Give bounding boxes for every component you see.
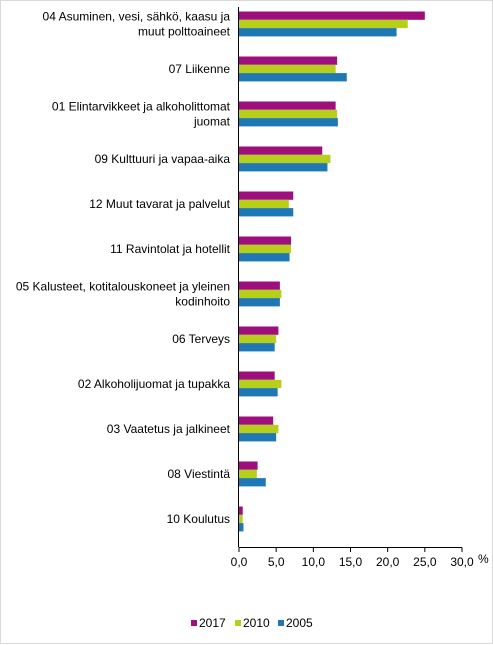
legend-swatch-2010: [235, 620, 241, 626]
bar-2017-11: [239, 461, 258, 470]
category-label-line: 07 Liikenne: [169, 62, 231, 76]
category-label-line: juomat: [193, 114, 231, 128]
bar-2005-12: [239, 523, 244, 532]
x-tick-label: 0,0: [231, 555, 248, 569]
legend-label-2005: 2005: [286, 616, 313, 630]
bar-2017-9: [239, 371, 275, 380]
bar-2005-8: [239, 343, 275, 352]
category-label-line: 10 Koulutus: [167, 512, 230, 526]
legend-label-2017: 2017: [199, 616, 226, 630]
category-label: 12 Muut tavarat ja palvelut: [89, 197, 230, 211]
bar-2005-3: [239, 118, 338, 127]
bar-2005-10: [239, 433, 277, 442]
bar-2005-7: [239, 298, 280, 307]
x-axis-unit: %: [478, 552, 489, 566]
category-label: 03 Vaatetus ja jalkineet: [107, 422, 231, 436]
bar-2005-4: [239, 163, 328, 172]
category-label-line: 06 Terveys: [172, 332, 230, 346]
category-label-line: 05 Kalusteet, kotitalouskoneet ja yleine…: [16, 279, 230, 293]
legend-label-2010: 2010: [243, 616, 270, 630]
category-label: 09 Kulttuuri ja vapaa-aika: [95, 152, 231, 166]
x-tick-label: 20,0: [376, 555, 400, 569]
bar-2010-6: [239, 244, 292, 254]
bar-2017-6: [239, 236, 292, 245]
bar-2017-2: [239, 56, 338, 65]
category-label: 11 Ravintolat ja hotellit: [110, 242, 231, 256]
category-label-line: 11 Ravintolat ja hotellit: [110, 242, 231, 256]
category-label-line: 03 Vaatetus ja jalkineet: [107, 422, 231, 436]
bar-2010-3: [239, 109, 338, 119]
x-tick-label: 5,0: [268, 555, 285, 569]
bar-2010-10: [239, 424, 279, 434]
category-label-line: 09 Kulttuuri ja vapaa-aika: [95, 152, 231, 166]
category-label: 01 Elintarvikkeet ja alkoholittomat juoma…: [52, 99, 231, 128]
category-label-line: muut polttoaineet: [138, 24, 231, 38]
bar-2005-9: [239, 388, 278, 397]
category-label-line: 01 Elintarvikkeet ja alkoholittomat: [52, 99, 231, 113]
bar-2017-10: [239, 416, 274, 425]
category-labels: 04 Asuminen, vesi, sähkö, kaasu ja muut p…: [16, 9, 231, 526]
bar-2017-1: [239, 11, 425, 20]
bar-2017-7: [239, 281, 280, 290]
category-label: 10 Koulutus: [167, 512, 230, 526]
legend-swatch-2017: [191, 620, 197, 626]
bar-2010-5: [239, 199, 289, 209]
legend-swatch-2005: [278, 620, 284, 626]
bar-2010-7: [239, 289, 282, 299]
category-label-line: 02 Alkoholijuomat ja tupakka: [78, 377, 230, 391]
x-tick-label: 10,0: [302, 555, 326, 569]
axes-layer: 0,0 5,0 10,0 15,0 20,0 25,0 30,0%: [231, 7, 489, 569]
bar-2017-5: [239, 191, 294, 200]
category-label-line: 08 Viestintä: [168, 467, 231, 481]
bar-2005-2: [239, 73, 347, 82]
category-label-line: 12 Muut tavarat ja palvelut: [89, 197, 230, 211]
bar-2017-8: [239, 326, 279, 335]
bar-2010-8: [239, 334, 277, 344]
bar-2005-5: [239, 208, 294, 217]
legend: 2017 2010 2005: [191, 616, 313, 630]
category-label-line: kodinhoito: [175, 294, 230, 308]
bars-layer: [239, 11, 425, 532]
x-tick-label: 25,0: [413, 555, 437, 569]
category-label: 06 Terveys: [172, 332, 230, 346]
category-label: 07 Liikenne: [169, 62, 231, 76]
bar-2010-12: [239, 514, 243, 524]
bar-2017-4: [239, 146, 323, 155]
category-label: 08 Viestintä: [168, 467, 231, 481]
category-label: 05 Kalusteet, kotitalouskoneet ja yleine…: [16, 279, 230, 308]
bar-2017-3: [239, 101, 336, 110]
x-tick-label: 30,0: [450, 555, 474, 569]
bar-2005-6: [239, 253, 290, 262]
bar-2010-11: [239, 469, 257, 479]
bar-2005-11: [239, 478, 266, 487]
category-label-line: 04 Asuminen, vesi, sähkö, kaasu ja: [43, 9, 231, 23]
bar-2010-2: [239, 64, 336, 74]
category-label: 04 Asuminen, vesi, sähkö, kaasu ja muut p…: [43, 9, 231, 38]
bar-2010-1: [239, 19, 408, 29]
bar-2005-1: [239, 28, 397, 37]
bar-2017-12: [239, 506, 243, 515]
bar-2010-4: [239, 154, 331, 164]
bar-2010-9: [239, 379, 282, 389]
category-label: 02 Alkoholijuomat ja tupakka: [78, 377, 230, 391]
x-tick-label: 15,0: [339, 555, 363, 569]
